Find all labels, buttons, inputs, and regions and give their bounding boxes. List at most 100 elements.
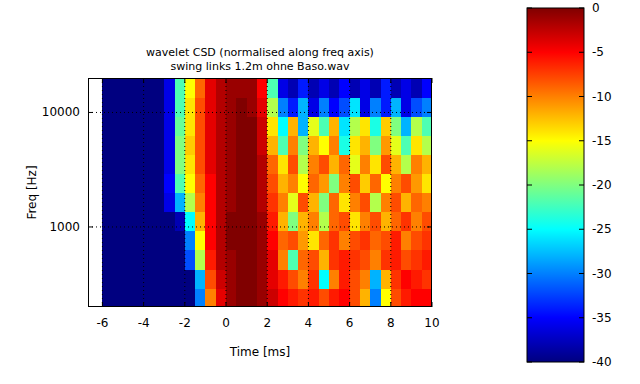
heatmap-cell: [308, 193, 319, 213]
heatmap-cell: [411, 288, 422, 307]
heatmap-cell: [185, 135, 196, 155]
heatmap-cell: [298, 193, 309, 213]
heatmap-cell: [381, 116, 392, 136]
heatmap-cell: [422, 97, 432, 117]
heatmap-cell: [175, 174, 186, 194]
heatmap-cell: [381, 231, 392, 251]
heatmap-cell: [133, 212, 144, 232]
colorbar-tick: [579, 185, 584, 186]
heatmap-cell: [422, 269, 432, 289]
heatmap-cell: [401, 250, 412, 270]
heatmap-cell: [123, 288, 134, 307]
heatmap-cell: [164, 288, 175, 307]
heatmap-cell: [401, 116, 412, 136]
y-tick: [88, 112, 93, 113]
heatmap-cell: [257, 78, 268, 98]
heatmap-cell: [185, 231, 196, 251]
heatmap-cell: [339, 250, 350, 270]
heatmap-cell: [411, 250, 422, 270]
colorbar-tick: [579, 317, 584, 318]
heatmap-cell: [257, 193, 268, 213]
heatmap-cell: [247, 193, 258, 213]
heatmap-cell: [102, 212, 113, 232]
heatmap-cell: [411, 116, 422, 136]
y-tick-label: 1000: [49, 220, 80, 234]
heatmap-cell: [267, 288, 278, 307]
heatmap-cell: [144, 193, 155, 213]
heatmap-cell: [288, 78, 299, 98]
heatmap-cell: [113, 212, 124, 232]
grid-line-y: [88, 112, 432, 113]
x-tick: [184, 78, 185, 83]
heatmap-cell: [185, 250, 196, 270]
heatmap-cell: [381, 193, 392, 213]
heatmap-cell: [175, 288, 186, 307]
colorbar-tick: [579, 229, 584, 230]
heatmap-cell: [247, 97, 258, 117]
heatmap-cell: [175, 269, 186, 289]
heatmap-cell: [216, 97, 227, 117]
grid-line-x: [349, 78, 350, 307]
heatmap-cell: [411, 97, 422, 117]
heatmap-cell: [195, 269, 206, 289]
heatmap-cell: [381, 174, 392, 194]
heatmap-cell: [267, 231, 278, 251]
heatmap-cell: [195, 250, 206, 270]
heatmap-cells: [102, 78, 432, 307]
heatmap-cell: [175, 154, 186, 174]
heatmap-cell: [144, 250, 155, 270]
heatmap-cell: [247, 269, 258, 289]
heatmap-cell: [102, 154, 113, 174]
heatmap-cell: [195, 97, 206, 117]
colorbar-tick: [527, 229, 532, 230]
heatmap-cell: [370, 250, 381, 270]
heatmap-cell: [370, 154, 381, 174]
heatmap-cell: [288, 212, 299, 232]
y-tick-label: 10000: [42, 105, 80, 119]
heatmap-cell: [370, 174, 381, 194]
subtitle: swing links 1.2m ohne Baso.wav: [171, 60, 350, 73]
heatmap-cell: [236, 193, 247, 213]
heatmap-cell: [247, 250, 258, 270]
heatmap-cell: [133, 174, 144, 194]
heatmap-cell: [205, 288, 216, 307]
heatmap-cell: [288, 288, 299, 307]
heatmap-cell: [339, 288, 350, 307]
heatmap-cell: [123, 193, 134, 213]
heatmap-cell: [144, 78, 155, 98]
heatmap-cell: [401, 231, 412, 251]
heatmap-cell: [329, 78, 340, 98]
colorbar-tick-label: -5: [592, 45, 604, 59]
heatmap-cell: [391, 116, 402, 136]
heatmap-cell: [175, 193, 186, 213]
heatmap-cell: [370, 193, 381, 213]
heatmap-cell: [257, 174, 268, 194]
heatmap-cell: [411, 231, 422, 251]
heatmap-cell: [267, 97, 278, 117]
heatmap-cell: [401, 78, 412, 98]
colorbar-tick-label: -15: [592, 134, 612, 148]
x-axis-label: Time [ms]: [229, 345, 291, 359]
heatmap-cell: [216, 212, 227, 232]
heatmap-cell: [226, 97, 237, 117]
heatmap-cell: [370, 116, 381, 136]
colorbar-tick: [527, 273, 532, 274]
heatmap-cell: [154, 288, 165, 307]
heatmap-cell: [329, 116, 340, 136]
heatmap-cell: [247, 135, 258, 155]
heatmap-cell: [319, 193, 330, 213]
heatmap-cell: [319, 78, 330, 98]
heatmap-cell: [154, 78, 165, 98]
heatmap-cell: [278, 269, 289, 289]
heatmap-cell: [195, 231, 206, 251]
x-tick-label: 10: [424, 316, 439, 330]
heatmap-cell: [236, 154, 247, 174]
heatmap-cell: [360, 288, 371, 307]
heatmap-cell: [381, 269, 392, 289]
heatmap-cell: [144, 288, 155, 307]
heatmap-cell: [113, 154, 124, 174]
title: wavelet CSD (normalised along freq axis): [146, 46, 374, 59]
heatmap-cell: [319, 174, 330, 194]
y-tick: [88, 226, 93, 227]
heatmap-cell: [319, 288, 330, 307]
